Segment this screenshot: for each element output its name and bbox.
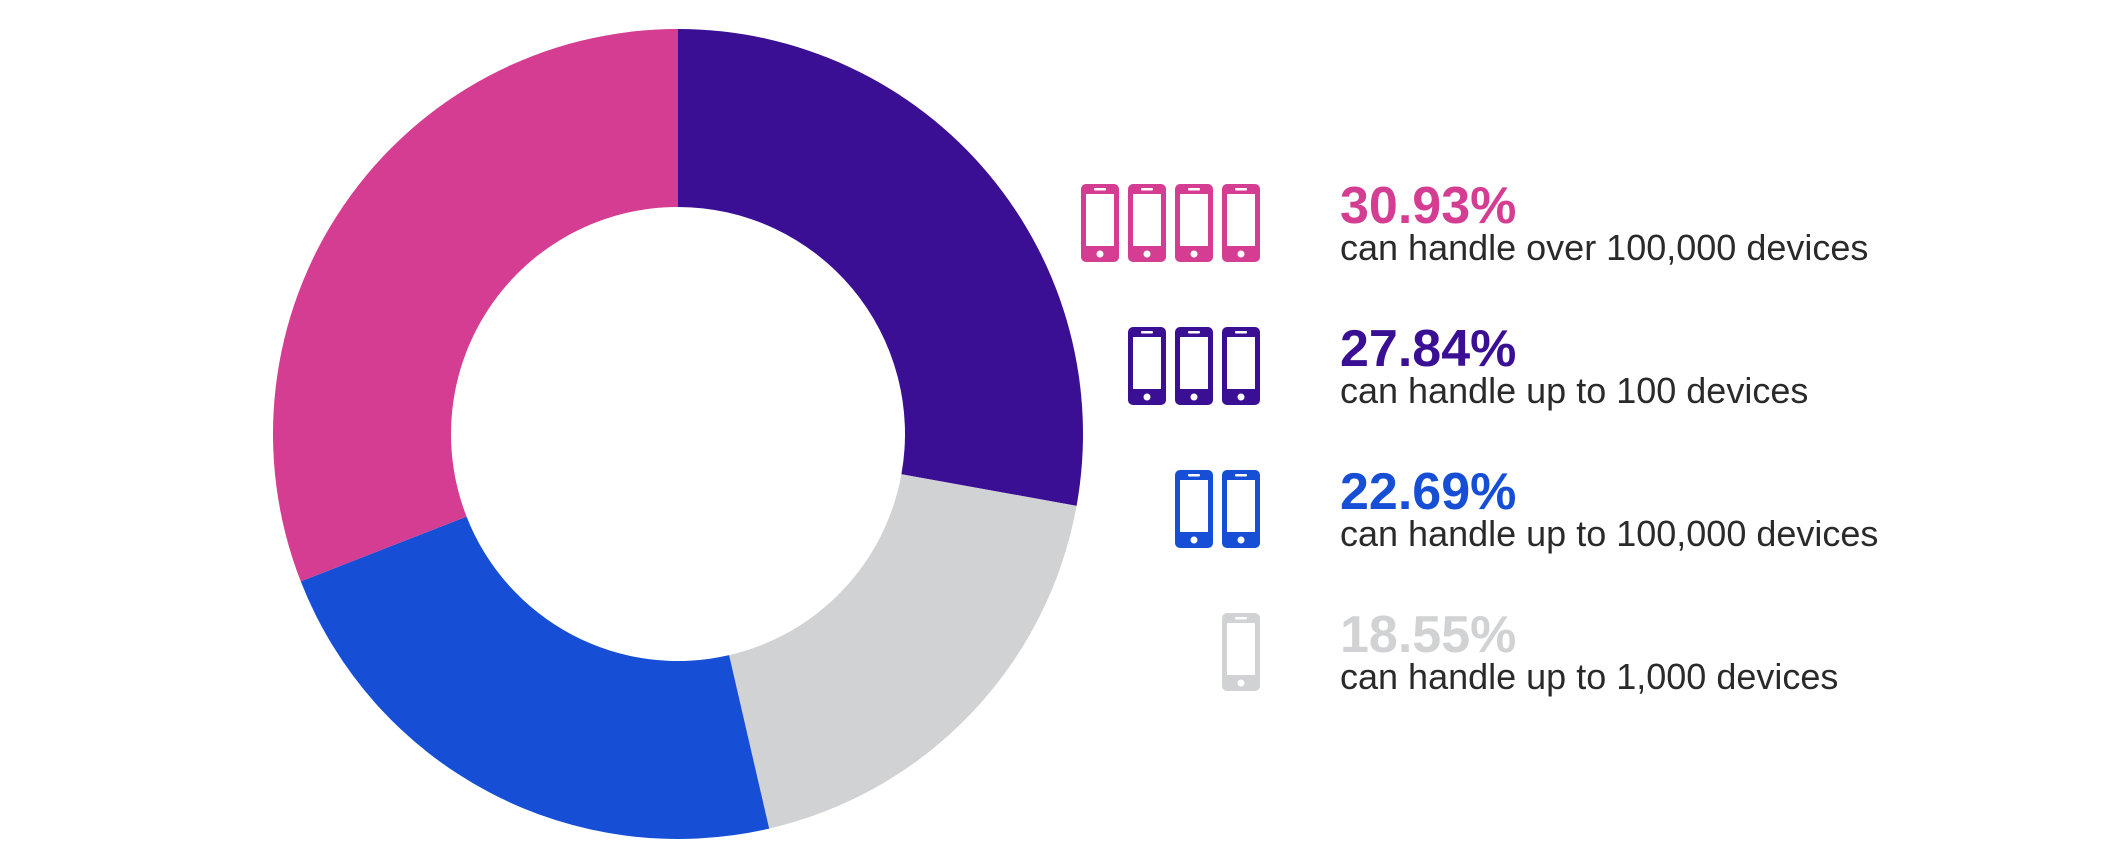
phone-icon <box>1128 184 1166 262</box>
legend-description: can handle up to 100,000 devices <box>1340 513 1879 554</box>
phone-icon <box>1175 327 1213 405</box>
phone-icon <box>1222 470 1260 548</box>
phone-icon <box>1175 184 1213 262</box>
phone-icon <box>1128 327 1166 405</box>
donut-slice-3 <box>300 516 770 839</box>
phone-icon <box>1222 327 1260 405</box>
legend-item-up-to-1000: 18.55% can handle up to 1,000 devices <box>1130 606 2030 697</box>
donut-slice-2 <box>729 474 1077 829</box>
phone-icon <box>1222 613 1260 691</box>
phone-icon <box>1081 184 1119 262</box>
legend-item-over-100000: 30.93% can handle over 100,000 devices <box>1081 177 2030 268</box>
legend-item-up-to-100: 27.84% can handle up to 100 devices <box>1128 320 2030 411</box>
legend-percent: 27.84% <box>1340 320 1517 378</box>
legend-icons <box>1175 470 1260 548</box>
legend-description: can handle over 100,000 devices <box>1340 227 1869 268</box>
donut-slice-4 <box>273 29 678 582</box>
legend-percent: 18.55% <box>1340 606 1517 664</box>
legend-icons <box>1128 327 1260 405</box>
legend-description: can handle up to 100 devices <box>1340 370 1809 411</box>
legend-item-up-to-100000: 22.69% can handle up to 100,000 devices <box>1130 463 2030 554</box>
legend-icons <box>1081 184 1260 262</box>
legend-description: can handle up to 1,000 devices <box>1340 656 1839 697</box>
donut-slice-1 <box>678 29 1083 506</box>
legend-percent: 30.93% <box>1340 177 1517 235</box>
legend-percent: 22.69% <box>1340 463 1517 521</box>
phone-icon <box>1222 184 1260 262</box>
phone-icon <box>1175 470 1213 548</box>
legend-icons <box>1222 613 1260 691</box>
